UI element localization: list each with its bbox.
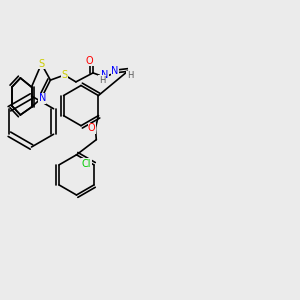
Text: N: N — [101, 70, 108, 80]
Text: H: H — [127, 71, 133, 80]
Text: H: H — [99, 76, 105, 85]
Text: Cl: Cl — [82, 159, 91, 169]
Text: S: S — [38, 59, 44, 69]
Text: O: O — [85, 56, 93, 66]
Text: S: S — [61, 70, 68, 80]
Text: N: N — [111, 65, 118, 76]
Text: O: O — [88, 123, 96, 133]
Text: N: N — [39, 93, 46, 103]
